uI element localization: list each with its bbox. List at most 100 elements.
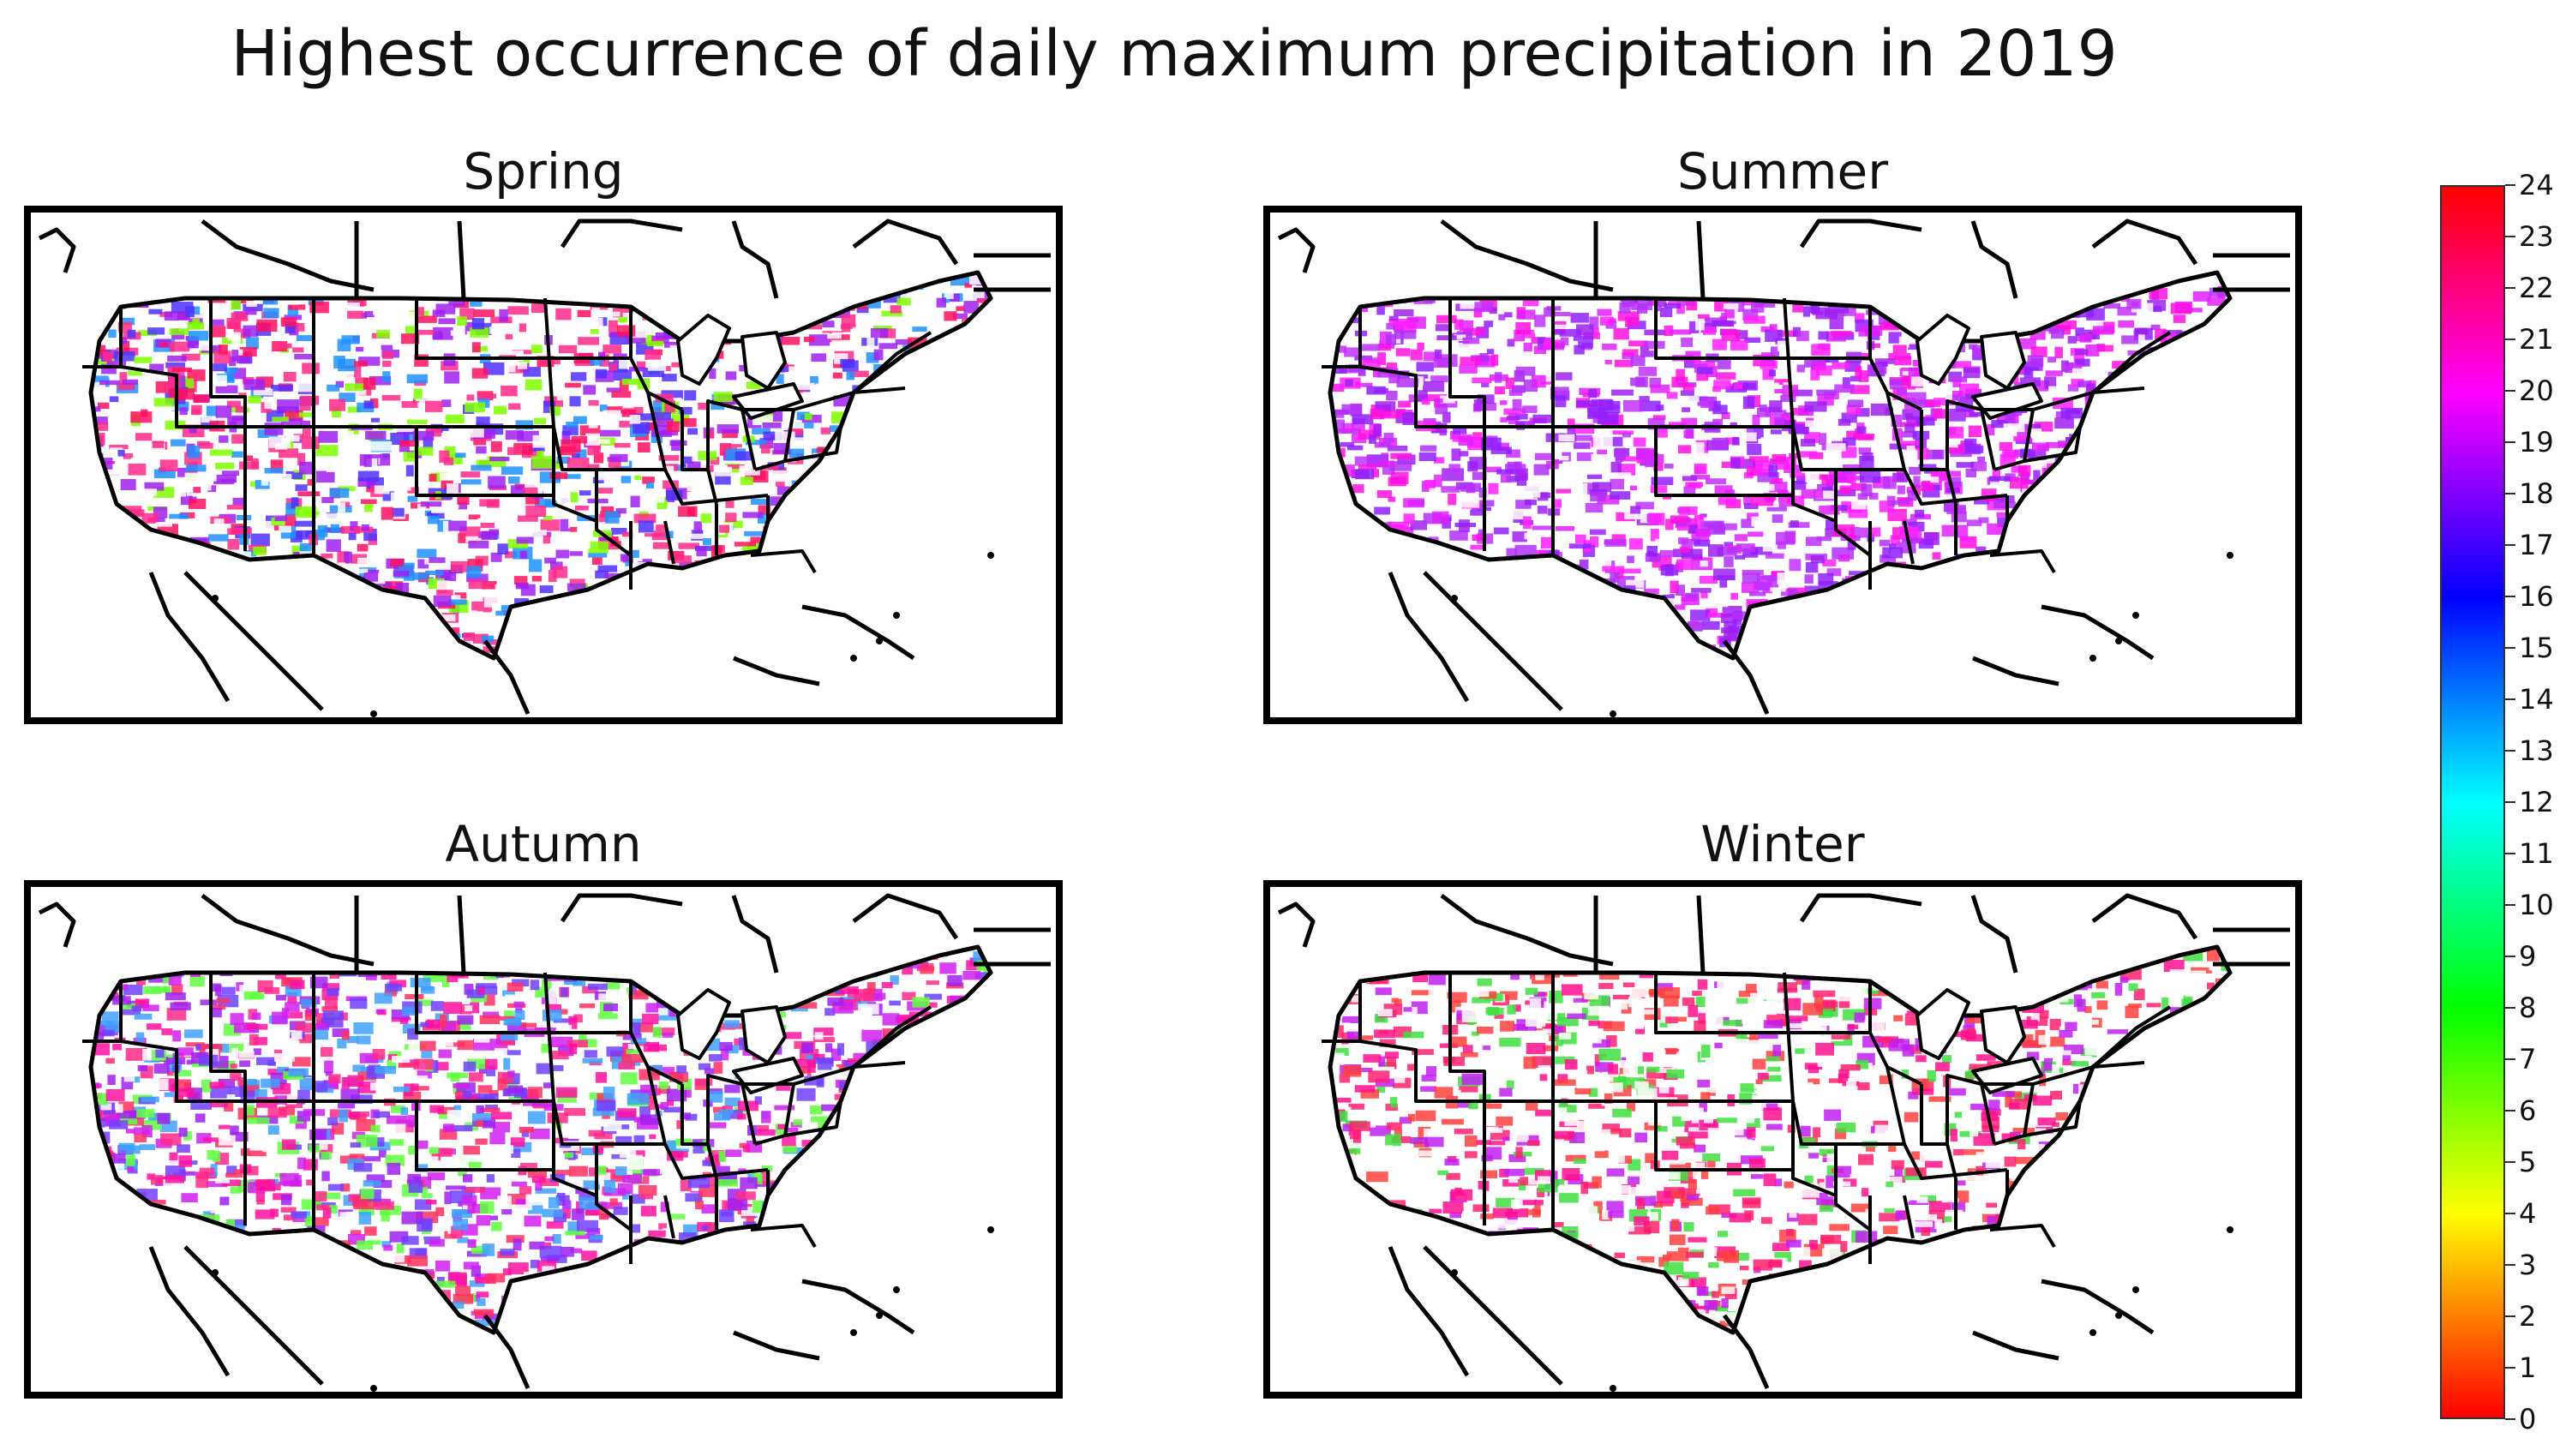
colorbar-tick-label: 23	[2519, 220, 2554, 253]
great-lake	[676, 988, 731, 1060]
coastline	[1696, 895, 1706, 974]
coastline	[183, 1245, 324, 1386]
coastline	[1440, 894, 1614, 967]
great-lake	[1916, 988, 1970, 1060]
state-border	[750, 1224, 817, 1249]
island	[987, 1226, 994, 1233]
coastline	[457, 895, 466, 974]
state-border	[784, 426, 842, 463]
state-border	[852, 1005, 932, 1069]
island	[1451, 1269, 1458, 1276]
colorbar	[2440, 185, 2505, 1419]
state-border	[1656, 425, 1904, 471]
panel-title-winter: Winter	[1700, 815, 1865, 873]
state-border	[1886, 392, 2008, 506]
state-border	[2091, 331, 2172, 394]
colorbar-tick-label: 3	[2519, 1249, 2537, 1281]
island	[850, 1329, 857, 1336]
state-border	[543, 972, 597, 1197]
colorbar-tick-label: 15	[2519, 632, 2554, 664]
state-border	[1793, 357, 1922, 411]
great-lake	[740, 331, 787, 390]
colorbar-tick-label: 18	[2519, 477, 2554, 510]
island	[2227, 1226, 2233, 1233]
state-border	[415, 298, 554, 360]
coastline	[1423, 571, 1563, 711]
state-border	[209, 973, 247, 1170]
island	[2089, 655, 2096, 662]
coastline	[801, 604, 915, 661]
state-border	[1654, 298, 1793, 360]
colorbar-tick-label: 0	[2519, 1403, 2537, 1435]
colorbar-tick-label: 24	[2519, 169, 2554, 201]
state-border	[646, 1066, 769, 1180]
state-border	[119, 981, 315, 1170]
coastline	[483, 639, 531, 716]
colorbar-tick-label: 20	[2519, 374, 2554, 407]
colorbar-ticks: 0 1 2 3 4 5 6 7 8 9 10 11 12 13 14 15 16 17 18 19 20 21 22 23 24	[2505, 169, 2572, 1435]
colorbar-tick-label: 14	[2519, 683, 2554, 716]
coastline	[1970, 220, 2018, 299]
precip-field-summer	[1330, 273, 2230, 658]
state-border	[1358, 981, 1555, 1170]
coastline	[1277, 227, 1316, 273]
island	[876, 638, 883, 644]
island	[2132, 1286, 2139, 1293]
map-panel-autumn	[24, 880, 1063, 1399]
state-border	[119, 307, 315, 495]
state-border	[1654, 973, 1793, 1034]
colorbar-tick-label: 6	[2519, 1094, 2537, 1127]
coastline	[1970, 895, 2018, 974]
state-border	[1945, 1074, 1996, 1145]
coastline	[1388, 1246, 1470, 1377]
island	[850, 655, 857, 662]
island	[212, 1269, 219, 1276]
state-border	[1783, 297, 1837, 523]
coastline	[560, 219, 683, 249]
state-border	[417, 425, 665, 471]
figure-title: Highest occurrence of daily maximum prec…	[231, 17, 2118, 91]
state-border	[1448, 298, 1486, 495]
island	[876, 1312, 883, 1319]
map-panel-spring	[24, 206, 1063, 724]
colorbar-tick-label: 9	[2519, 940, 2537, 973]
great-lake	[1980, 1005, 2026, 1064]
coastline	[1972, 1330, 2059, 1361]
state-border	[1834, 470, 1872, 557]
state-border	[1989, 1224, 2056, 1249]
island	[370, 1385, 377, 1392]
coastline	[1388, 572, 1470, 703]
state-border	[554, 1031, 683, 1086]
island	[2132, 612, 2139, 619]
island	[2089, 1329, 2096, 1336]
state-border	[1903, 520, 1915, 565]
state-border	[1834, 1144, 1872, 1231]
state-border	[742, 408, 795, 471]
coastline	[1440, 219, 1614, 292]
state-border	[852, 331, 932, 394]
state-border	[209, 298, 247, 495]
state-border	[680, 410, 718, 505]
coastline	[801, 1279, 915, 1335]
state-border	[1793, 1031, 1922, 1086]
coastline	[560, 893, 683, 923]
state-border	[706, 399, 757, 470]
state-border	[742, 1082, 795, 1146]
island	[987, 552, 994, 559]
coastline	[38, 227, 76, 273]
state-border	[1981, 408, 2035, 471]
coastline	[1723, 1314, 1770, 1390]
island	[893, 1286, 900, 1293]
coastline	[733, 1330, 820, 1361]
coastline	[852, 219, 959, 266]
coastline	[2041, 1279, 2155, 1335]
island	[1610, 710, 1616, 717]
coastline	[148, 572, 231, 703]
precip-field-spring	[91, 273, 991, 658]
coastline	[183, 571, 324, 711]
state-border	[595, 1144, 633, 1231]
colorbar-tick-label: 8	[2519, 992, 2537, 1024]
state-border	[1358, 307, 1555, 495]
state-border	[1448, 973, 1486, 1170]
colorbar-tick-label: 5	[2519, 1146, 2537, 1178]
